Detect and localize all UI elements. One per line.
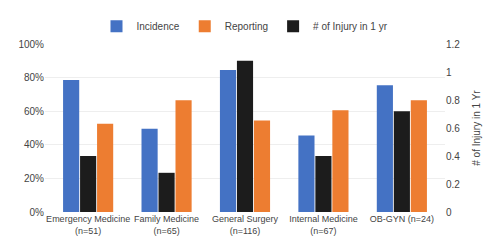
svg-text:100%: 100% xyxy=(18,39,44,50)
svg-text:Emergency Medicine(n=51): Emergency Medicine(n=51) xyxy=(46,214,130,236)
svg-text:1: 1 xyxy=(446,67,452,78)
svg-text:0: 0 xyxy=(446,207,452,218)
svg-text:OB-GYN (n=24): OB-GYN (n=24) xyxy=(370,214,434,224)
svg-text:80%: 80% xyxy=(24,72,44,83)
svg-text:Incidence: Incidence xyxy=(137,21,180,32)
svg-text:Reporting: Reporting xyxy=(225,21,268,32)
svg-text:0%: 0% xyxy=(30,207,45,218)
svg-text:60%: 60% xyxy=(24,106,44,117)
svg-text:0.8: 0.8 xyxy=(446,95,460,106)
svg-text:# of Injury in 1 Yr: # of Injury in 1 Yr xyxy=(471,90,482,166)
svg-text:0.2: 0.2 xyxy=(446,179,460,190)
svg-text:General Surgery(n=116): General Surgery(n=116) xyxy=(212,214,279,236)
svg-text:20%: 20% xyxy=(24,173,44,184)
svg-text:1.2: 1.2 xyxy=(446,39,460,50)
svg-text:Internal Medicine(n=67): Internal Medicine(n=67) xyxy=(289,214,358,236)
svg-text:# of Injury in 1 yr: # of Injury in 1 yr xyxy=(313,21,388,32)
svg-text:40%: 40% xyxy=(24,139,44,150)
svg-text:0.4: 0.4 xyxy=(446,151,460,162)
svg-text:Family Medicine(n=65): Family Medicine(n=65) xyxy=(134,214,199,236)
svg-text:0.6: 0.6 xyxy=(446,123,460,134)
